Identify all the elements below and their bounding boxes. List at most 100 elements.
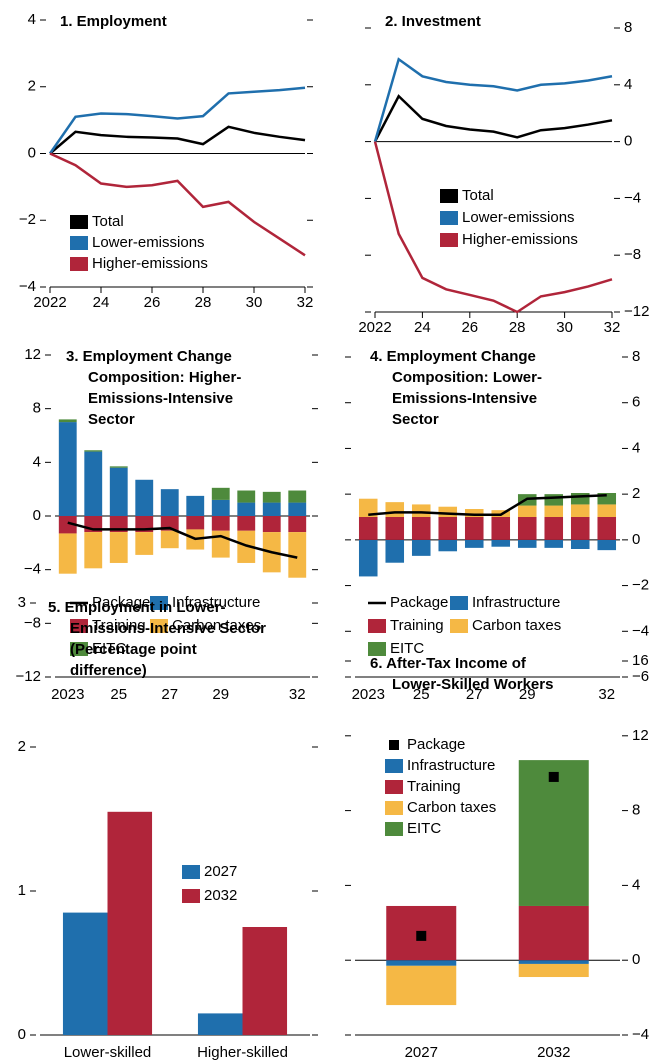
bar bbox=[385, 517, 405, 540]
y-tick-label: −4 bbox=[624, 189, 641, 206]
bar bbox=[544, 505, 564, 517]
bar bbox=[211, 516, 230, 531]
y-tick-label: −2 bbox=[632, 577, 649, 594]
bar bbox=[109, 467, 128, 516]
bar bbox=[544, 517, 564, 540]
bar bbox=[58, 516, 77, 534]
legend-swatch bbox=[440, 233, 458, 247]
legend-swatch bbox=[70, 215, 88, 229]
panel-title: (Percentage point bbox=[70, 641, 197, 658]
legend-swatch bbox=[440, 189, 458, 203]
bar bbox=[262, 516, 281, 533]
bar bbox=[518, 760, 589, 906]
x-tick-label: 32 bbox=[604, 319, 621, 336]
bar bbox=[288, 502, 307, 516]
panel-title: 4. Employment Change bbox=[370, 348, 536, 365]
y-tick-label: 6 bbox=[632, 394, 640, 411]
y-tick-label: 8 bbox=[632, 348, 640, 365]
x-tick-label: 24 bbox=[93, 294, 110, 311]
y-tick-label: −2 bbox=[19, 211, 36, 228]
y-tick-label: 0 bbox=[632, 531, 640, 548]
panel-title: Emissions-Intensive bbox=[88, 390, 233, 407]
bar bbox=[438, 517, 458, 540]
bar bbox=[518, 963, 589, 978]
legend-label: Infrastructure bbox=[407, 757, 495, 774]
y-tick-label: 0 bbox=[18, 1026, 26, 1043]
bar bbox=[358, 539, 378, 577]
x-tick-label: 2023 bbox=[352, 686, 385, 703]
legend-swatch bbox=[385, 801, 403, 815]
legend-swatch bbox=[182, 865, 200, 879]
series-line bbox=[48, 86, 306, 155]
y-tick-label: 1 bbox=[18, 882, 26, 899]
legend-label: EITC bbox=[407, 820, 441, 837]
legend-swatch bbox=[70, 642, 88, 656]
x-tick-label: 32 bbox=[598, 686, 615, 703]
panel-title: 1. Employment bbox=[60, 13, 167, 30]
bar bbox=[197, 1013, 243, 1035]
panel-title: difference) bbox=[70, 662, 147, 679]
bar bbox=[517, 505, 537, 517]
bar bbox=[385, 502, 405, 517]
bar bbox=[160, 530, 179, 549]
y-tick-label: 4 bbox=[624, 76, 632, 93]
bar bbox=[160, 489, 179, 516]
y-tick-label: −4 bbox=[24, 561, 41, 578]
y-tick-label: 3 bbox=[18, 594, 26, 611]
x-tick-label: Higher-skilled bbox=[197, 1044, 288, 1061]
y-tick-label: −12 bbox=[16, 668, 41, 685]
bar bbox=[411, 539, 431, 556]
bar bbox=[237, 516, 256, 531]
bar bbox=[262, 491, 281, 503]
legend-label: EITC bbox=[390, 640, 424, 657]
bar bbox=[517, 517, 537, 540]
bar bbox=[597, 517, 617, 540]
legend-label: Total bbox=[462, 187, 494, 204]
bar bbox=[570, 493, 590, 505]
x-tick-label: 2023 bbox=[51, 686, 84, 703]
panel-title: 3. Employment Change bbox=[66, 348, 232, 365]
series-line bbox=[373, 57, 613, 142]
y-tick-label: 4 bbox=[632, 876, 640, 893]
x-tick-label: 30 bbox=[556, 319, 573, 336]
y-tick-label: 16 bbox=[632, 652, 649, 669]
legend-label: Lower-emissions bbox=[92, 234, 205, 251]
bar bbox=[570, 517, 590, 540]
legend-label: Training bbox=[407, 778, 461, 795]
legend-label: Training bbox=[390, 617, 444, 634]
bar bbox=[242, 927, 288, 1035]
y-tick-label: 8 bbox=[624, 19, 632, 36]
marker bbox=[416, 930, 427, 941]
bar bbox=[109, 516, 128, 533]
bar bbox=[464, 539, 484, 548]
bar bbox=[464, 517, 484, 540]
legend-label: Infrastructure bbox=[172, 594, 260, 611]
bar bbox=[84, 450, 103, 452]
series-line bbox=[368, 494, 607, 516]
x-tick-label: 30 bbox=[246, 294, 263, 311]
bar bbox=[411, 504, 431, 517]
y-tick-label: −8 bbox=[24, 614, 41, 631]
legend-label: Total bbox=[92, 213, 124, 230]
legend-swatch bbox=[385, 822, 403, 836]
bar bbox=[438, 506, 458, 517]
series-line bbox=[49, 152, 306, 257]
legend-label: 2032 bbox=[204, 887, 237, 904]
legend-swatch bbox=[150, 619, 168, 633]
bar bbox=[135, 479, 154, 516]
x-tick-label: 32 bbox=[289, 686, 306, 703]
legend-label: Carbon taxes bbox=[407, 799, 496, 816]
panel-title: Sector bbox=[88, 411, 135, 428]
legend-label: Lower-emissions bbox=[462, 209, 575, 226]
bar bbox=[107, 811, 153, 1035]
bar bbox=[211, 530, 230, 558]
bar bbox=[491, 539, 511, 547]
legend-swatch bbox=[70, 619, 88, 633]
bar bbox=[237, 530, 256, 563]
bar bbox=[411, 517, 431, 540]
bar bbox=[358, 517, 378, 540]
bar bbox=[237, 490, 256, 503]
legend-label: Infrastructure bbox=[472, 594, 560, 611]
panel-title: 6. After-Tax Income of bbox=[370, 655, 527, 672]
bar bbox=[288, 516, 307, 533]
